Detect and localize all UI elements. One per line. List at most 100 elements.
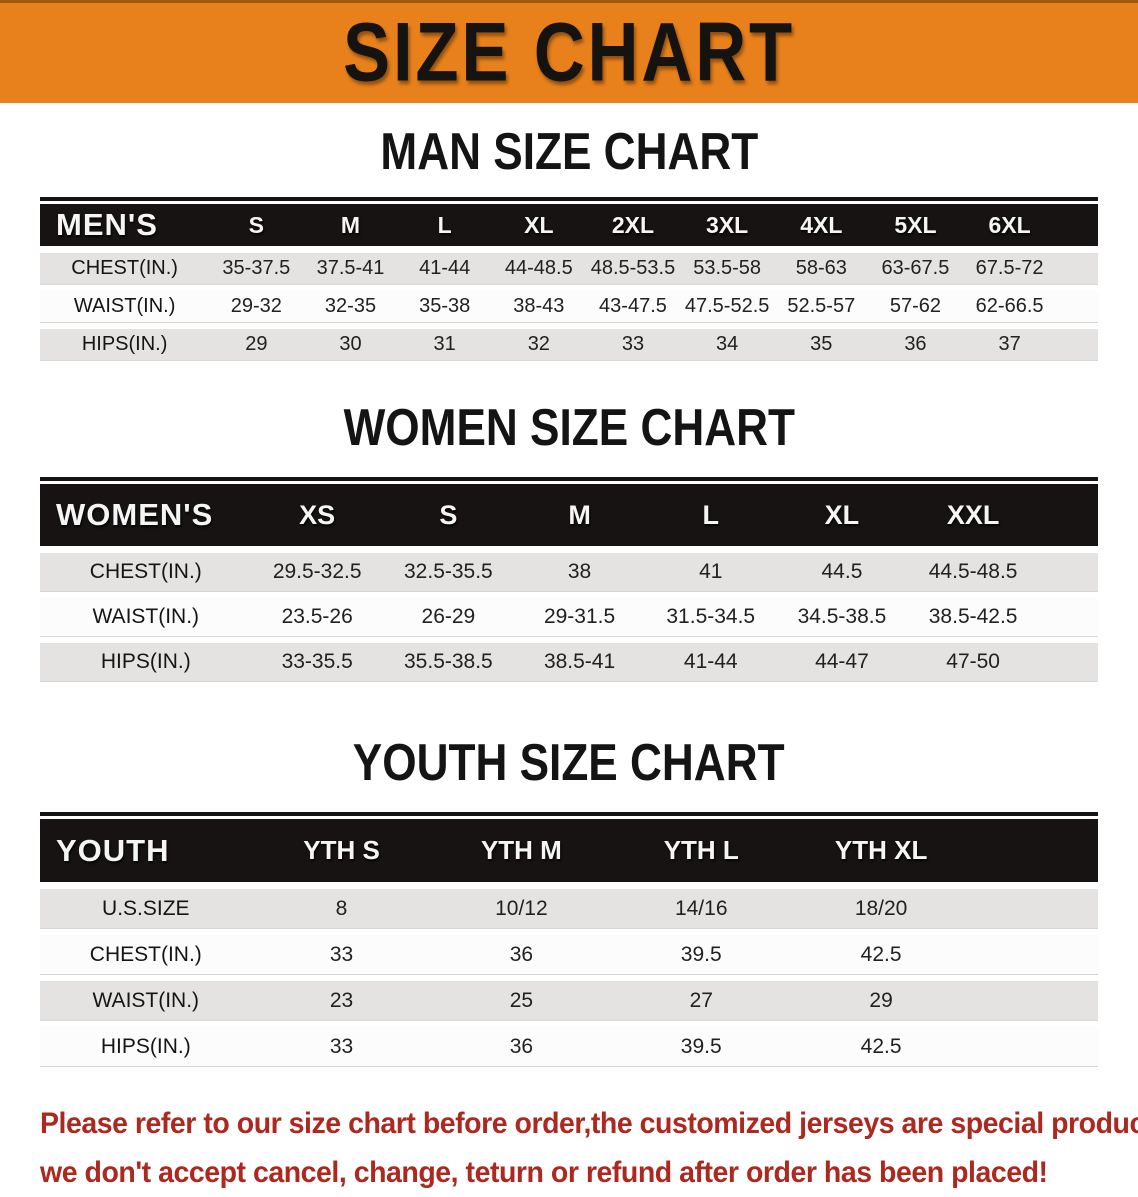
- measure-row: HIPS(IN.) 33 36 39.5 42.5: [40, 1027, 1098, 1066]
- row-filler-cell: [1039, 643, 1098, 681]
- size-value-cell: 34: [716, 333, 739, 355]
- size-value-cell: 31: [433, 333, 456, 355]
- size-value-cell: 36: [904, 333, 927, 355]
- size-column-header: XXL: [946, 499, 1000, 530]
- table-header-row: MEN'S S M L XL 2XL 3XL 4XL 5XL 6XL: [40, 204, 1098, 246]
- size-value-cell: 41-44: [419, 257, 471, 279]
- header-filler-cell: [971, 819, 1098, 882]
- table-header-label: WOMEN'S: [56, 497, 214, 532]
- measure-row: WAIST(IN.) 29-32 32-35 35-38 38-43 43-47.5 47.…: [40, 291, 1098, 322]
- size-value-cell: 44.5: [821, 560, 863, 583]
- row-label: WAIST(IN.): [92, 605, 200, 628]
- size-column-header: YTH XL: [834, 835, 928, 865]
- size-value-cell: 37.5-41: [316, 257, 385, 279]
- measure-row: HIPS(IN.) 33-35.5 35.5-38.5 38.5-41 41-44 44-…: [40, 643, 1098, 681]
- size-column-header: 4XL: [800, 211, 843, 238]
- row-filler-cell: [971, 935, 1098, 974]
- size-value-cell: 29.5-32.5: [272, 560, 362, 583]
- banner-title: SIZE CHART: [343, 5, 795, 100]
- youth-size-table: YOUTH YTH S YTH M YTH L YTH XL U.S.SIZE 8 10/12…: [40, 812, 1098, 1073]
- size-value-cell: 41-44: [683, 650, 738, 673]
- size-value-cell: 33: [621, 333, 645, 355]
- size-value-cell: 38-43: [513, 295, 565, 317]
- size-column-header: 6XL: [988, 211, 1031, 238]
- size-column-header: YTH M: [480, 835, 562, 865]
- section-youth: YOUTH SIZE CHART YOUTH YTH S YTH M YTH L YTH …: [0, 734, 1138, 1073]
- womens-size-table: WOMEN'S XS S M L XL XXL CHEST(IN.) 29.5-32.5 32.5…: [40, 477, 1098, 688]
- section-title-text: MAN SIZE CHART: [380, 123, 758, 182]
- size-column-header: S: [439, 499, 458, 530]
- size-column-header: XL: [524, 211, 554, 238]
- measure-row: WAIST(IN.) 23.5-26 26-29 29-31.5 31.5-34.5 34…: [40, 598, 1098, 636]
- row-filler-cell: [1057, 291, 1098, 322]
- size-value-cell: 44-48.5: [504, 257, 573, 279]
- size-column-header: L: [702, 499, 720, 530]
- size-value-cell: 42.5: [860, 942, 902, 966]
- size-value-cell: 29-31.5: [543, 605, 616, 628]
- size-column-header: S: [248, 211, 265, 238]
- size-value-cell: 42.5: [860, 1034, 902, 1058]
- size-column-header: XL: [824, 499, 860, 530]
- section-title-text: WOMEN SIZE CHART: [343, 399, 795, 458]
- size-value-cell: 18/20: [854, 896, 908, 920]
- size-value-cell: 36: [509, 942, 534, 966]
- section-womens: WOMEN SIZE CHART WOMEN'S XS S M L XL XXL CHEST(I…: [0, 399, 1138, 688]
- section-title-mens: MAN SIZE CHART: [0, 123, 1138, 182]
- disclaimer-line2: we don't accept cancel, change, teturn o…: [40, 1156, 1048, 1189]
- size-value-cell: 53.5-58: [693, 257, 762, 279]
- size-value-cell: 63-67.5: [881, 257, 950, 279]
- disclaimer: Please refer to our size chart before or…: [40, 1099, 1138, 1197]
- size-value-cell: 43-47.5: [599, 295, 667, 317]
- size-value-cell: 38: [567, 560, 592, 583]
- section-mens: MAN SIZE CHART MEN'S S M L XL 2XL 3XL 4XL 5XL 6XL C…: [0, 123, 1138, 367]
- size-value-cell: 23: [329, 988, 354, 1012]
- size-value-cell: 31.5-34.5: [666, 605, 756, 628]
- row-filler-cell: [971, 981, 1098, 1020]
- row-filler-cell: [1057, 253, 1098, 284]
- banner: SIZE CHART: [0, 0, 1138, 103]
- section-title-youth: YOUTH SIZE CHART: [0, 734, 1138, 793]
- size-column-header: 2XL: [611, 211, 655, 238]
- size-column-header: M: [340, 211, 361, 238]
- mens-size-table: MEN'S S M L XL 2XL 3XL 4XL 5XL 6XL CHEST(IN.) 35-37…: [40, 197, 1098, 367]
- table-header-row: WOMEN'S XS S M L XL XXL: [40, 484, 1098, 546]
- row-filler-cell: [1039, 598, 1098, 636]
- header-filler-cell: [1057, 204, 1098, 246]
- size-column-header: YTH S: [303, 835, 380, 865]
- size-value-cell: 62-66.5: [975, 295, 1044, 317]
- size-value-cell: 57-62: [889, 295, 942, 317]
- row-filler-cell: [971, 889, 1098, 928]
- row-filler-cell: [1057, 329, 1098, 360]
- measure-row: U.S.SIZE 8 10/12 14/16 18/20: [40, 889, 1098, 928]
- size-value-cell: 35-38: [419, 295, 471, 317]
- size-value-cell: 8: [335, 896, 348, 920]
- size-value-cell: 52.5-57: [787, 295, 856, 317]
- row-label: WAIST(IN.): [92, 988, 200, 1012]
- measure-row: CHEST(IN.) 35-37.5 37.5-41 41-44 44-48.5 48.5…: [40, 253, 1098, 284]
- disclaimer-line1: Please refer to our size chart before or…: [40, 1107, 1138, 1140]
- size-value-cell: 10/12: [495, 896, 548, 920]
- measure-row: CHEST(IN.) 29.5-32.5 32.5-35.5 38 41 44.5 44.5…: [40, 553, 1098, 591]
- size-value-cell: 33: [329, 942, 354, 966]
- size-column-header: 5XL: [894, 211, 937, 238]
- size-value-cell: 38.5-42.5: [928, 605, 1018, 628]
- size-value-cell: 37: [998, 333, 1021, 355]
- size-value-cell: 29: [245, 333, 268, 355]
- size-value-cell: 29: [869, 988, 893, 1012]
- size-value-cell: 36: [509, 1034, 534, 1058]
- size-value-cell: 44-47: [815, 650, 869, 673]
- size-value-cell: 27: [689, 988, 713, 1012]
- section-title-text: YOUTH SIZE CHART: [353, 734, 785, 793]
- size-value-cell: 29-32: [230, 295, 282, 317]
- row-label: HIPS(IN.): [100, 650, 191, 673]
- row-label: CHEST(IN.): [71, 257, 178, 279]
- size-value-cell: 48.5-53.5: [590, 257, 676, 279]
- size-value-cell: 58-63: [795, 257, 847, 279]
- size-value-cell: 39.5: [680, 1034, 722, 1058]
- size-value-cell: 35.5-38.5: [404, 650, 493, 673]
- size-value-cell: 33: [329, 1034, 354, 1058]
- size-value-cell: 34.5-38.5: [797, 605, 887, 628]
- size-column-header: YTH L: [663, 835, 739, 865]
- table-header-label: MEN'S: [56, 207, 158, 242]
- row-label: HIPS(IN.): [100, 1034, 191, 1058]
